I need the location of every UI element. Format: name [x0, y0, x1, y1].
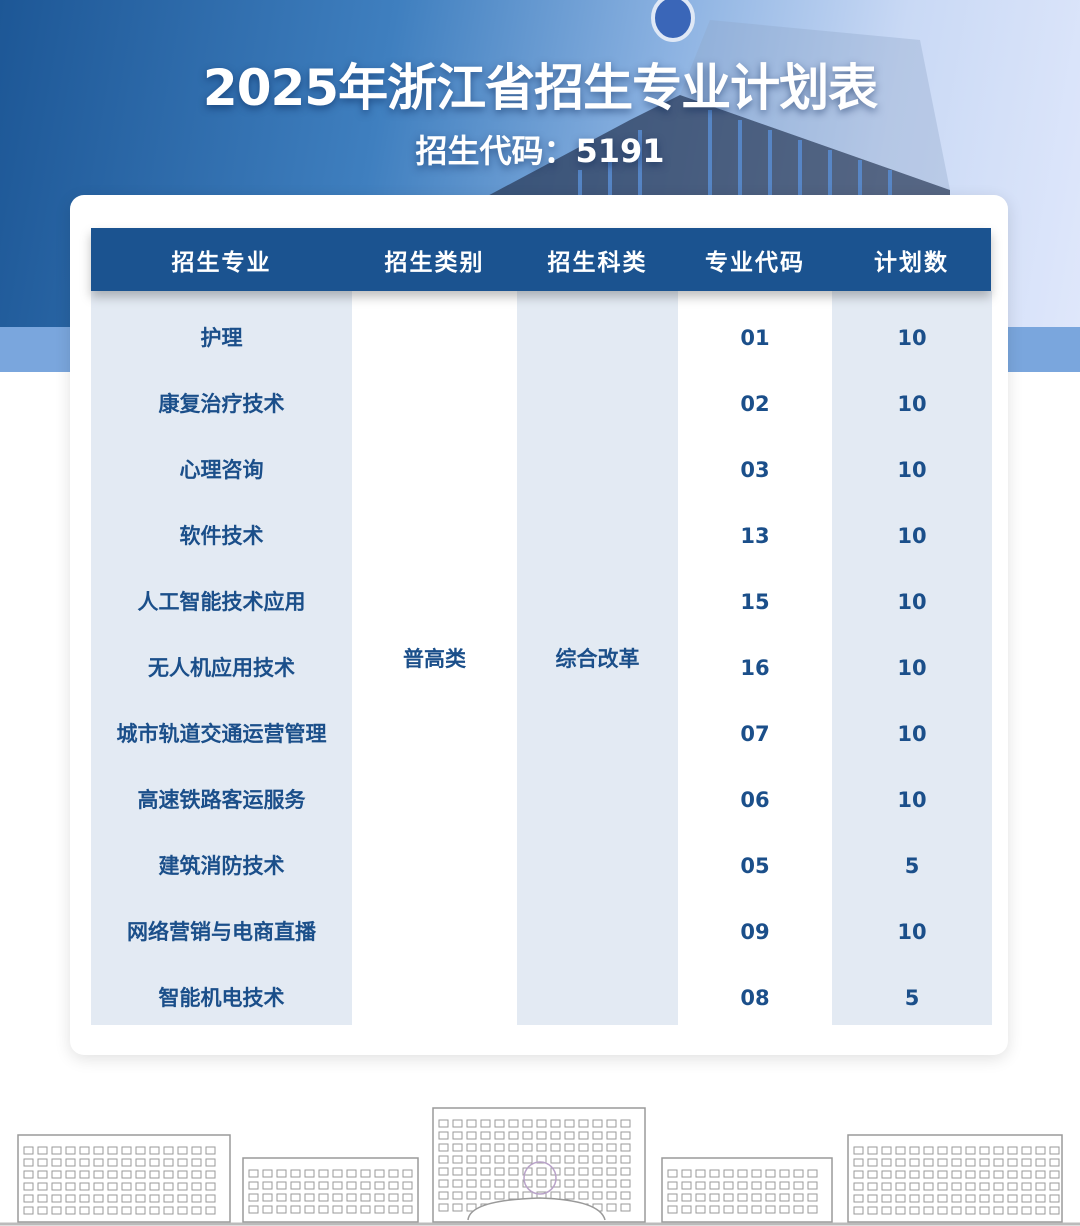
- column-header: 招生专业: [171, 249, 272, 276]
- code-cell: 16: [740, 656, 770, 680]
- major-cell: 心理咨询: [179, 458, 264, 482]
- plan-cell: 5: [904, 986, 920, 1010]
- page-title: 2025年浙江省招生专业计划表: [202, 59, 878, 117]
- code-cell: 03: [740, 458, 770, 482]
- code-column: 01 02 03 13 15 16 07 06 05 09 08: [678, 291, 832, 1025]
- major-cell: 人工智能技术应用: [137, 590, 306, 614]
- plan-cell: 10: [897, 326, 927, 350]
- code-cell: 06: [740, 788, 770, 812]
- major-cell: 高速铁路客运服务: [137, 788, 306, 812]
- code-cell: 01: [740, 326, 770, 350]
- major-cell: 康复治疗技术: [158, 392, 285, 416]
- code-cell: 07: [740, 722, 770, 746]
- major-cell: 护理: [200, 326, 243, 350]
- code-cell: 08: [740, 986, 770, 1010]
- enrollment-code: 招生代码：5191: [415, 132, 665, 170]
- code-cell: 05: [740, 854, 770, 878]
- plan-cell: 10: [897, 392, 927, 416]
- category-column: 普高类: [352, 291, 517, 1025]
- building-photo: [480, 0, 950, 200]
- major-cell: 软件技术: [179, 524, 264, 548]
- column-header: 招生类别: [384, 249, 485, 276]
- major-cell: 网络营销与电商直播: [127, 920, 316, 944]
- plan-cell: 5: [904, 854, 920, 878]
- code-cell: 13: [740, 524, 770, 548]
- plan-cell: 10: [897, 656, 927, 680]
- plan-cell: 10: [897, 722, 927, 746]
- column-header: 招生科类: [547, 249, 648, 276]
- plan-cell: 10: [897, 524, 927, 548]
- major-cell: 智能机电技术: [158, 986, 285, 1010]
- column-header: 计划数: [874, 249, 949, 276]
- table-header: 招生专业 招生类别 招生科类 专业代码 计划数: [91, 228, 991, 291]
- plan-cell: 10: [897, 590, 927, 614]
- plan-column: 10 10 10 10 10 10 10 10 5 10 5: [832, 291, 992, 1025]
- subject-type-cell: 综合改革: [555, 647, 640, 671]
- column-header: 专业代码: [705, 249, 805, 276]
- major-column: 护理康复治疗技术 心理咨询软件技术人工智能技术应用 无人机应用技术城市轨道交通运营管…: [91, 291, 352, 1025]
- plan-cell: 10: [897, 458, 927, 482]
- code-cell: 02: [740, 392, 770, 416]
- code-cell: 09: [740, 920, 770, 944]
- plan-cell: 10: [897, 920, 927, 944]
- campus-illustration: [0, 1107, 1080, 1226]
- code-cell: 15: [740, 590, 770, 614]
- major-cell: 城市轨道交通运营管理: [116, 722, 327, 746]
- plan-cell: 10: [897, 788, 927, 812]
- subject-column: 综合改革: [517, 291, 678, 1025]
- major-cell: 无人机应用技术: [148, 656, 295, 680]
- major-cell: 建筑消防技术: [158, 854, 285, 878]
- category-cell: 普高类: [403, 647, 466, 671]
